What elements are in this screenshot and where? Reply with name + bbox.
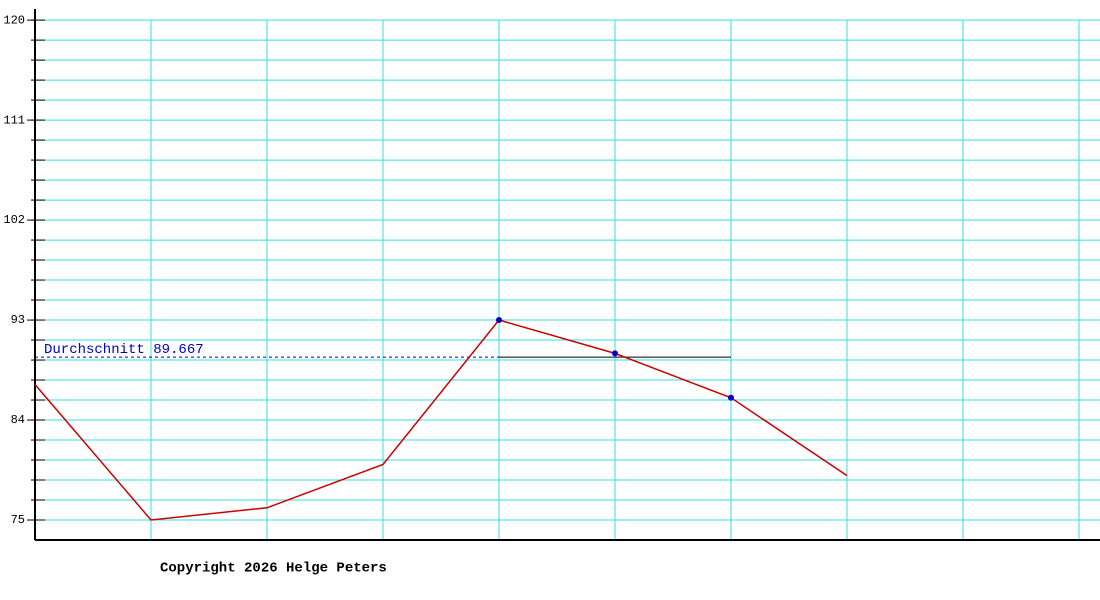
- average-label: Durchschnitt 89.667: [44, 342, 204, 358]
- footer: Copyright 2026 Helge Peters: [160, 561, 387, 577]
- data-point: [728, 394, 734, 401]
- y-tick-label: 75: [11, 513, 25, 527]
- y-tick-label: 93: [11, 313, 25, 327]
- y-tick-label: 120: [3, 13, 25, 27]
- y-tick-label: 84: [11, 413, 25, 427]
- data-point: [612, 350, 618, 357]
- y-tick-label: 111: [3, 113, 25, 127]
- data-point: [496, 317, 502, 324]
- y-tick-label: 102: [3, 213, 25, 227]
- data-line: [34, 319, 848, 521]
